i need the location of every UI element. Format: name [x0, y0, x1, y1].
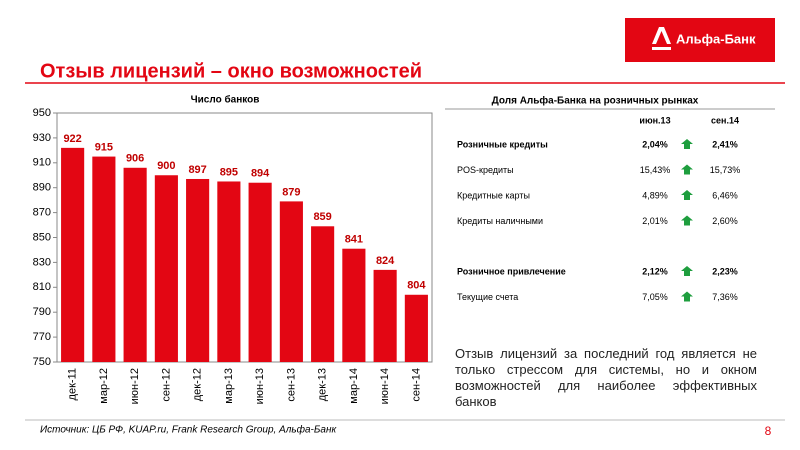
value-label: 894: [251, 168, 270, 180]
value-label: 906: [126, 153, 144, 165]
value-label: 915: [95, 141, 113, 153]
x-tick-label: сен-12: [160, 368, 172, 402]
up-arrow: [681, 215, 693, 226]
cell: 2,01%: [642, 216, 668, 226]
bar: [154, 175, 178, 362]
x-tick-label: мар-12: [98, 368, 110, 404]
logo-box: [625, 18, 775, 62]
x-tick-label: июн-12: [129, 368, 141, 404]
x-tick-label: сен-14: [410, 368, 422, 402]
row-label: Текущие счета: [457, 292, 518, 302]
bar: [186, 178, 210, 362]
cell: 2,23%: [712, 266, 738, 276]
row-label: Розничное привлечение: [457, 266, 566, 276]
x-tick-label: сен-13: [285, 368, 297, 402]
cell: 6,46%: [712, 190, 738, 200]
y-tick-label: 790: [33, 306, 51, 318]
value-label: 824: [376, 255, 395, 267]
value-label: 922: [63, 133, 81, 145]
value-label: 879: [282, 186, 300, 198]
x-tick-label: дек-13: [317, 368, 329, 401]
cell: 15,73%: [710, 165, 741, 175]
cell: 7,36%: [712, 292, 738, 302]
logo-icon: [652, 27, 671, 50]
y-tick-label: 870: [33, 207, 51, 219]
y-tick-label: 750: [33, 356, 51, 368]
bar: [342, 248, 366, 362]
y-tick-label: 770: [33, 331, 51, 343]
up-arrow: [681, 291, 693, 302]
bar: [217, 181, 241, 362]
slide-title: Отзыв лицензий – окно возможностей: [40, 60, 422, 82]
x-tick-label: дек-12: [192, 368, 204, 401]
column-header: сен.14: [711, 115, 739, 125]
bar: [279, 201, 303, 362]
up-arrow: [681, 139, 693, 149]
bar: [123, 167, 147, 362]
value-label: 859: [313, 211, 331, 223]
cell: 2,41%: [712, 139, 738, 149]
bar: [248, 182, 272, 362]
x-tick-label: мар-13: [223, 368, 235, 404]
footer-source: Источник: ЦБ РФ, KUAP.ru, Frank Research…: [40, 424, 337, 436]
x-tick-label: дек-11: [67, 368, 79, 400]
row-label: Кредиты наличными: [457, 216, 543, 226]
cell: 15,43%: [640, 165, 671, 175]
page-number: 8: [765, 424, 772, 438]
row-label: Кредитные карты: [457, 190, 530, 200]
bar: [92, 156, 116, 362]
y-tick-label: 910: [33, 157, 51, 169]
bar: [373, 269, 397, 362]
value-label: 900: [157, 160, 175, 172]
cell: 7,05%: [642, 292, 668, 302]
value-label: 804: [407, 280, 426, 292]
y-tick-label: 810: [33, 281, 51, 293]
cell: 2,04%: [642, 139, 668, 149]
cell: 4,89%: [642, 190, 668, 200]
cell: 2,12%: [642, 266, 668, 276]
x-tick-label: мар-14: [348, 368, 360, 404]
x-tick-label: июн-13: [254, 368, 266, 404]
value-label: 897: [188, 164, 206, 176]
y-tick-label: 830: [33, 256, 51, 268]
bar: [61, 147, 85, 362]
y-tick-label: 890: [33, 182, 51, 194]
row-label: Розничные кредиты: [457, 139, 548, 149]
body-text: Отзыв лицензий за последний год является…: [455, 346, 757, 409]
y-tick-label: 950: [33, 107, 51, 119]
row-label: POS-кредиты: [457, 165, 514, 175]
bar: [404, 294, 428, 362]
chart-title: Число банков: [191, 94, 260, 106]
cell: 2,60%: [712, 216, 738, 226]
logo-text: Альфа-Банк: [676, 31, 756, 46]
up-arrow: [681, 164, 693, 175]
value-label: 895: [220, 166, 238, 178]
up-arrow: [681, 190, 693, 200]
table-title: Доля Альфа-Банка на розничных рынках: [492, 95, 699, 107]
y-tick-label: 850: [33, 231, 51, 243]
x-tick-label: июн-14: [379, 368, 391, 404]
up-arrow: [681, 266, 693, 276]
column-header: июн.13: [639, 115, 670, 125]
value-label: 841: [345, 234, 363, 246]
bar: [311, 226, 335, 362]
y-tick-label: 930: [33, 132, 51, 144]
